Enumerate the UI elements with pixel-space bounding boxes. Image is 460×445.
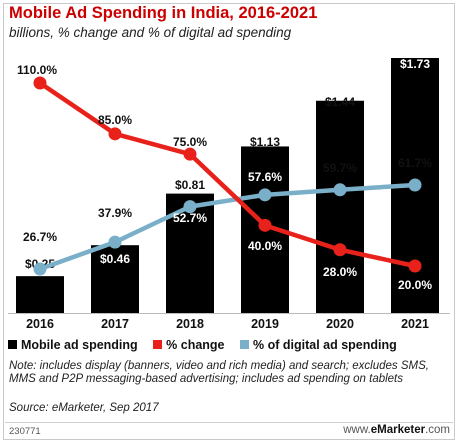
bar-2017 <box>91 245 139 313</box>
bar-label-2017: $0.46 <box>100 252 130 266</box>
legend: Mobile ad spending % change % of digital… <box>8 338 409 352</box>
bar-label-2018: $0.81 <box>175 178 205 192</box>
pct-digital-label-2018: 52.7% <box>173 211 207 225</box>
x-tick-label-2019: 2019 <box>251 317 279 331</box>
legend-swatch-blue <box>240 340 249 349</box>
chart-frame <box>3 3 455 440</box>
pct-digital-point-2021 <box>408 178 422 192</box>
pct-change-label-2021: 20.0% <box>398 278 432 292</box>
x-tick-label-2018: 2018 <box>176 317 204 331</box>
legend-item-mobile-ad-spending: Mobile ad spending <box>8 338 138 352</box>
bar-label-2021: $1.73 <box>400 57 430 71</box>
x-tick-label-2016: 2016 <box>26 317 54 331</box>
pct-change-point-2019 <box>258 218 272 232</box>
chart-id: 230771 <box>9 426 41 437</box>
pct-digital-point-2019 <box>258 188 272 202</box>
legend-swatch-black <box>8 340 17 349</box>
pct-change-label-2020: 28.0% <box>323 265 357 279</box>
pct-change-label-2017: 85.0% <box>98 113 132 127</box>
legend-swatch-red <box>153 340 163 349</box>
pct-digital-label-2019: 57.6% <box>248 170 282 184</box>
pct-change-label-2016: 110.0% <box>17 63 57 77</box>
pct-change-point-2017 <box>108 127 122 141</box>
pct-change-label-2018: 75.0% <box>173 135 207 149</box>
bar-label-2019: $1.13 <box>250 135 280 149</box>
footer-divider <box>5 422 453 423</box>
x-tick-label-2017: 2017 <box>101 317 129 331</box>
bar-label-2020: $1.44 <box>325 95 355 109</box>
pct-digital-label-2020: 59.7% <box>323 161 357 175</box>
pct-digital-point-2018 <box>183 200 197 214</box>
pct-change-label-2019: 40.0% <box>248 239 282 253</box>
pct-change-point-2016 <box>33 76 47 90</box>
pct-digital-line <box>37 182 418 272</box>
chart-note: Note: includes display (banners, video a… <box>9 360 429 385</box>
bar-2020 <box>316 100 364 313</box>
x-tick-label-2021: 2021 <box>401 317 429 331</box>
chart-subtitle: billions, % change and % of digital ad s… <box>9 25 292 40</box>
pct-digital-point-2016 <box>33 262 47 276</box>
pct-change-point-2020 <box>333 243 347 257</box>
pct-change-point-2018 <box>183 147 197 161</box>
pct-digital-label-2017: 37.9% <box>98 206 132 220</box>
legend-item-pct-digital: % of digital ad spending <box>240 338 397 352</box>
brand-logo: www.eMarketer.com <box>343 424 450 436</box>
pct-change-line <box>37 80 418 269</box>
chart-title: Mobile Ad Spending in India, 2016-2021 <box>9 4 318 22</box>
pct-digital-point-2017 <box>108 235 122 249</box>
pct-digital-point-2020 <box>333 183 347 197</box>
chart-source: Source: eMarketer, Sep 2017 <box>9 402 159 414</box>
pct-change-point-2021 <box>408 259 422 273</box>
x-tick-label-2020: 2020 <box>326 317 354 331</box>
bar-2016 <box>16 276 64 313</box>
pct-digital-label-2016: 26.7% <box>23 230 57 244</box>
legend-item-pct-change: % change <box>153 338 225 352</box>
pct-digital-label-2021: 61.7% <box>398 156 432 170</box>
